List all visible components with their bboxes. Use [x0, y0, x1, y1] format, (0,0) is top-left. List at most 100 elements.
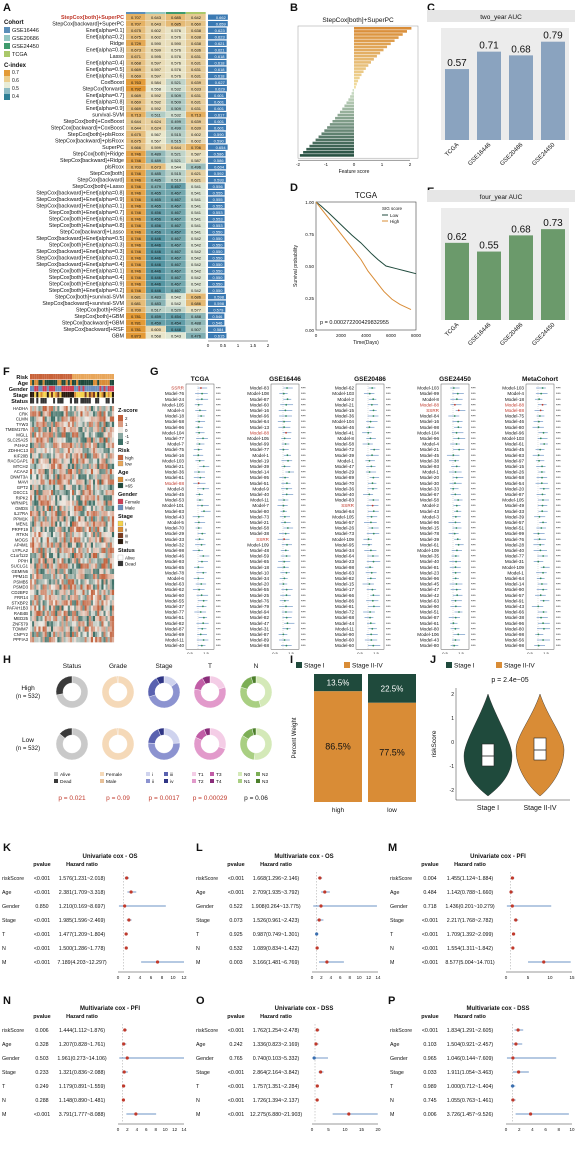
heatmap-cell — [101, 631, 104, 638]
heatmap-cell — [59, 495, 62, 501]
heatmap-cell — [103, 631, 106, 638]
heatmap-cell — [51, 458, 54, 464]
model-name: Model-36 — [335, 486, 355, 491]
heatmap-cell — [51, 621, 54, 627]
heatmap-cell — [65, 490, 68, 496]
auc-category: GSE16446 — [467, 142, 492, 167]
heatmap-cell — [57, 495, 60, 501]
heatmap-cell — [88, 437, 91, 443]
heatmap-cell — [30, 542, 33, 548]
heatmap-cell — [84, 537, 87, 543]
forest-point — [541, 403, 544, 406]
model-name: Model-47 — [250, 621, 270, 626]
annotation-cell — [107, 392, 110, 398]
heatmap-cell — [40, 505, 43, 512]
forest-stars: *** — [216, 414, 221, 419]
heat-cell-value: 0.467 — [171, 275, 182, 280]
gene-label: ZDHHC13 — [8, 448, 28, 453]
heat-cell-value: 0.446 — [151, 281, 162, 286]
model-name: Model-82 — [335, 576, 355, 581]
heat-cell — [166, 163, 186, 170]
heat-cell — [186, 176, 206, 183]
annotation-cell — [46, 392, 49, 398]
heatmap-cell — [80, 463, 83, 470]
model-name: Model-32 — [165, 542, 185, 547]
panel-b-tick: -1 — [324, 162, 328, 167]
forest-stars: *** — [301, 520, 306, 525]
model-label: StepCox[both]+SuperPC — [61, 15, 124, 21]
heatmap-cell — [55, 631, 58, 638]
heatmap-cell — [53, 616, 56, 622]
model-name: Model-105 — [502, 498, 524, 503]
heat-cell — [186, 98, 206, 105]
model-name: SSRR — [171, 386, 184, 391]
model-name: Model-56 — [505, 638, 525, 643]
forest-stars: *** — [556, 626, 561, 631]
forest-pvalue: 0.004 — [423, 876, 436, 882]
heatmap-cell — [38, 516, 41, 522]
heatmap-cell — [99, 610, 102, 617]
heat-cell-value: 0.576 — [171, 60, 182, 65]
heatmap-cell — [53, 542, 56, 548]
heatmap-cell — [95, 600, 98, 606]
model-name: Model-16 — [420, 419, 440, 424]
heatmap-cell — [53, 553, 56, 559]
mean-bar — [208, 196, 225, 202]
heatmap-cell — [34, 526, 37, 533]
forest-hr-point — [315, 946, 319, 950]
heatmap-cell — [61, 495, 64, 501]
auc-category: GSE16446 — [467, 322, 492, 347]
forest-title: Multivariate cox - OS — [274, 854, 333, 860]
mean-bar — [208, 164, 227, 170]
heatmap-cell — [109, 532, 112, 538]
heatmap-cell — [95, 516, 98, 522]
forest-hr-point — [127, 918, 131, 922]
annotation-cell — [46, 386, 49, 392]
heatmap-cell — [82, 547, 85, 554]
heatmap-cell — [86, 406, 89, 412]
forest-stars: *** — [471, 430, 476, 435]
forest-point — [543, 443, 546, 445]
heatmap-cell — [63, 558, 66, 564]
heatmap-cell — [105, 427, 108, 433]
heatmap-cell — [93, 511, 96, 517]
annotation-legend-swatch — [117, 498, 124, 505]
forest-point — [367, 443, 370, 445]
heat-cell — [146, 33, 166, 40]
heatmap-cell — [61, 469, 64, 475]
heatmap-cell — [88, 631, 91, 638]
model-name: Model-15 — [420, 526, 440, 531]
annotation-cell — [95, 392, 98, 398]
annotation-cell — [105, 386, 108, 392]
heatmap-cell — [67, 547, 70, 554]
stack-seg-stage2 — [368, 702, 416, 802]
model-name: Model-37 — [165, 604, 185, 609]
heat-cell-value: 0.686 — [191, 301, 202, 306]
heatmap-cell — [38, 616, 41, 622]
heat-cell-value: 0.600 — [151, 327, 162, 332]
heatmap-cell — [65, 542, 68, 548]
heat-cell-value: 0.624 — [151, 119, 162, 124]
heatmap-cell — [67, 568, 70, 575]
violin-ytick: -1 — [450, 764, 455, 770]
forest-point — [286, 387, 288, 389]
heatmap-cell — [103, 600, 106, 606]
forest-hr: 1.554(1.311~1.842) — [447, 946, 493, 952]
heat-cell-value: 0.675 — [131, 132, 142, 137]
heatmap-cell — [93, 411, 96, 417]
heatmap-cell — [82, 484, 85, 491]
heatmap-cell — [93, 631, 96, 638]
heatmap-cell — [84, 427, 87, 433]
panel-j: Stage I Stage II-IV p = 2.4e−05 2 1 0 -1 -2 risk… — [430, 658, 576, 843]
heatmap-cell — [53, 600, 56, 606]
heatmap-cell — [88, 469, 91, 475]
forest-pvalue: 0.850 — [35, 904, 48, 910]
heat-cell-value: 0.467 — [171, 242, 182, 247]
forest-point — [452, 487, 455, 490]
forest-stars: *** — [301, 486, 306, 491]
heatmap-cell — [30, 605, 33, 611]
heatmap-cell — [99, 574, 102, 580]
forest-point — [542, 599, 545, 602]
forest-hr-point — [511, 932, 516, 936]
